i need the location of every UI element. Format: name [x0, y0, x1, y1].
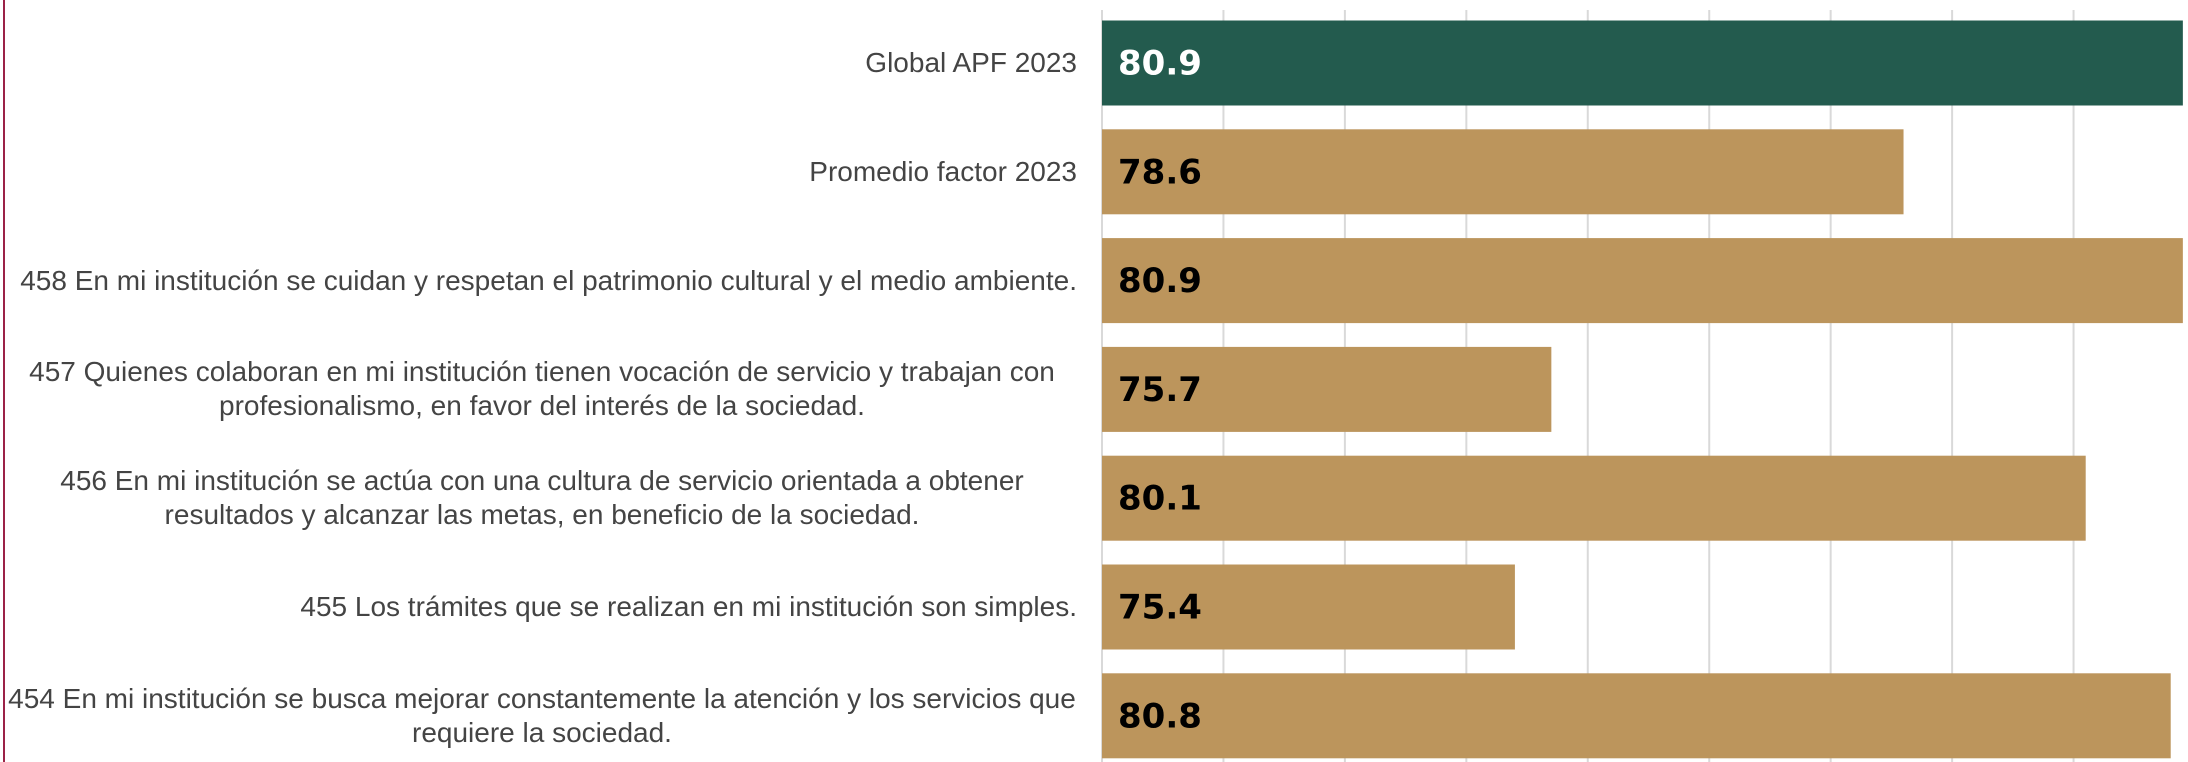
category-label: 455 Los trámites que se realizan en mi i…: [300, 591, 1077, 622]
bar: [1102, 129, 1904, 215]
category-label: Promedio factor 2023: [809, 155, 1077, 187]
category-label: 456 En mi institución se actúa con una c…: [60, 465, 1024, 531]
category-label-box: 455 Los trámites que se realizan en mi i…: [300, 590, 1077, 624]
value-label: 80.9: [1118, 261, 1202, 301]
bar: [1102, 20, 2183, 106]
value-label: 80.8: [1118, 696, 1202, 736]
bar: [1102, 673, 2171, 759]
bar: [1102, 346, 1552, 432]
bar: [1102, 455, 2086, 541]
category-label-box: Promedio factor 2023: [809, 155, 1077, 189]
category-label-box: 456 En mi institución se actúa con una c…: [7, 464, 1077, 532]
category-label-box: 458 En mi institución se cuidan y respet…: [20, 264, 1077, 298]
category-label-box: 454 En mi institución se busca mejorar c…: [7, 682, 1077, 750]
category-label: 457 Quienes colaboran en mi institución …: [29, 356, 1055, 422]
value-label: 80.9: [1118, 44, 1202, 84]
bar: [1102, 238, 2183, 324]
value-label: 75.4: [1118, 588, 1202, 628]
category-label-box: 457 Quienes colaboran en mi institución …: [7, 355, 1077, 423]
category-label: Global APF 2023: [865, 47, 1077, 78]
value-label: 80.1: [1118, 479, 1202, 519]
bar: [1102, 564, 1515, 650]
value-label: 75.7: [1118, 370, 1202, 410]
category-label: 454 En mi institución se busca mejorar c…: [8, 682, 1076, 748]
category-label-box: Global APF 2023: [865, 46, 1077, 80]
value-label: 78.6: [1118, 152, 1202, 192]
border: [3, 0, 5, 762]
category-label: 458 En mi institución se cuidan y respet…: [20, 264, 1077, 296]
